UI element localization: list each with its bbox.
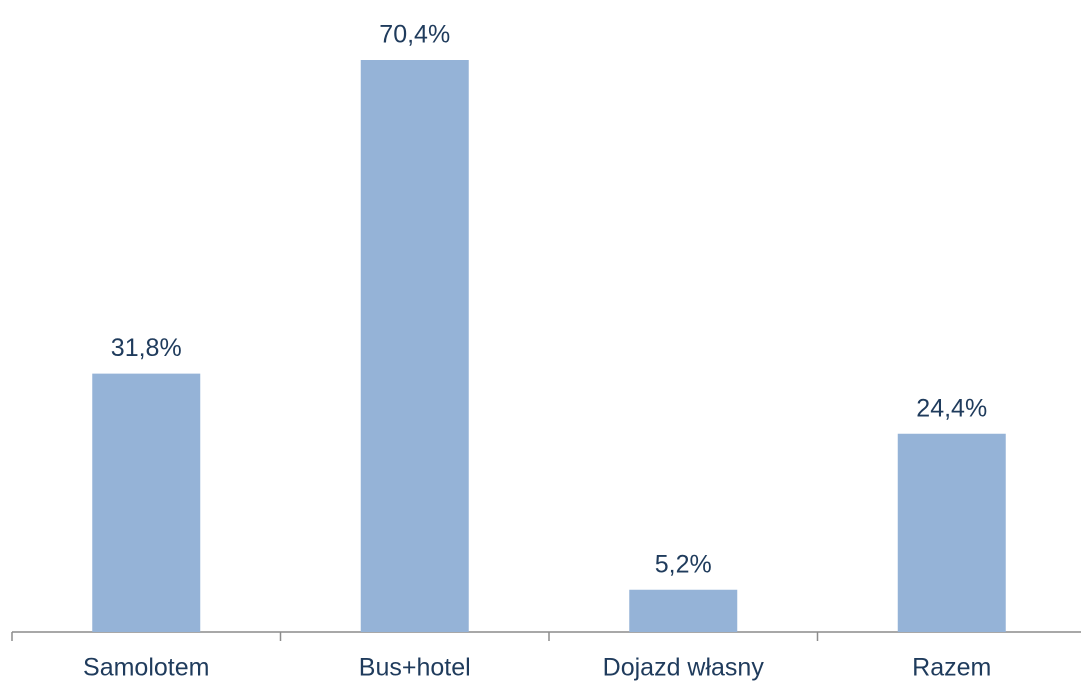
value-label: 31,8% <box>111 334 182 362</box>
value-label: 70,4% <box>379 21 450 49</box>
bar <box>897 433 1006 632</box>
x-tick-label: Dojazd własny <box>603 654 765 682</box>
value-label: 24,4% <box>916 394 987 422</box>
bar <box>92 373 201 632</box>
value-label: 5,2% <box>655 550 712 578</box>
x-tick-label: Samolotem <box>83 654 209 682</box>
x-tick-label: Razem <box>912 654 991 682</box>
bar <box>629 589 738 632</box>
bar <box>360 60 469 632</box>
x-tick-label: Bus+hotel <box>359 654 471 682</box>
